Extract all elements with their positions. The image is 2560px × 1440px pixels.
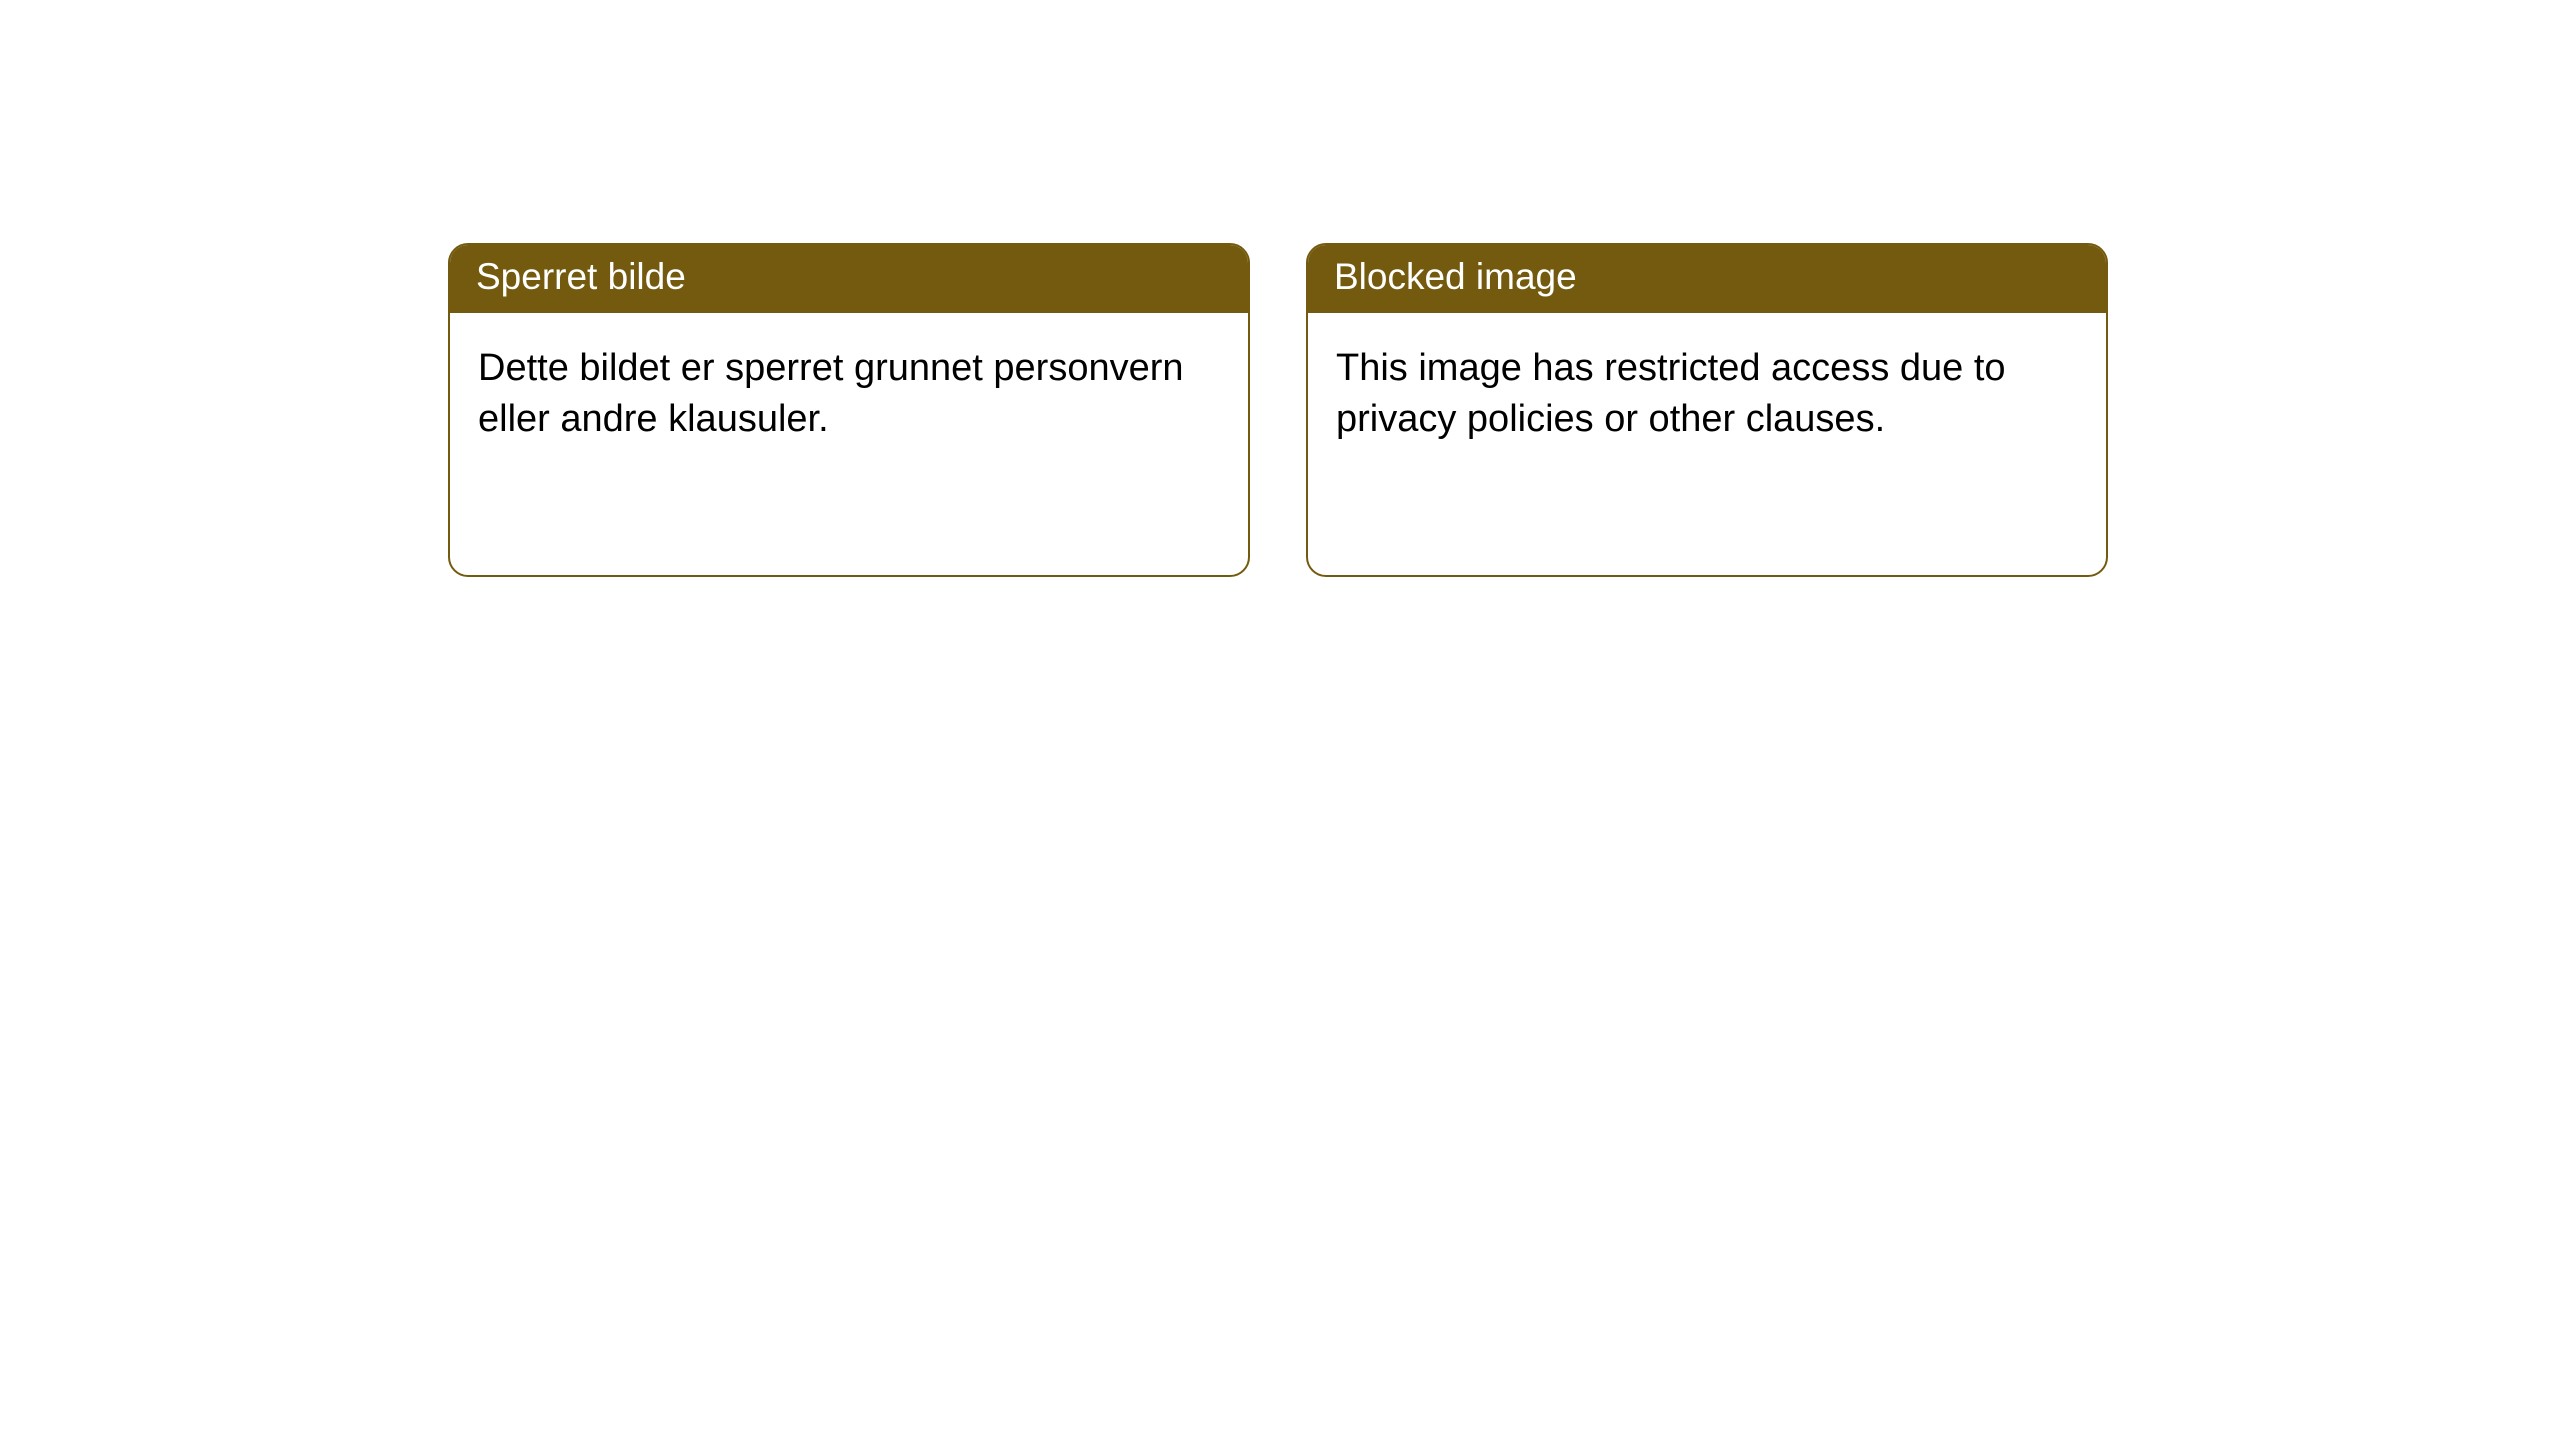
notice-cards-container: Sperret bilde Dette bildet er sperret gr… (448, 243, 2108, 577)
notice-title: Sperret bilde (450, 245, 1248, 313)
notice-body: This image has restricted access due to … (1308, 313, 2106, 476)
notice-card-norwegian: Sperret bilde Dette bildet er sperret gr… (448, 243, 1250, 577)
notice-body: Dette bildet er sperret grunnet personve… (450, 313, 1248, 476)
notice-title: Blocked image (1308, 245, 2106, 313)
notice-card-english: Blocked image This image has restricted … (1306, 243, 2108, 577)
